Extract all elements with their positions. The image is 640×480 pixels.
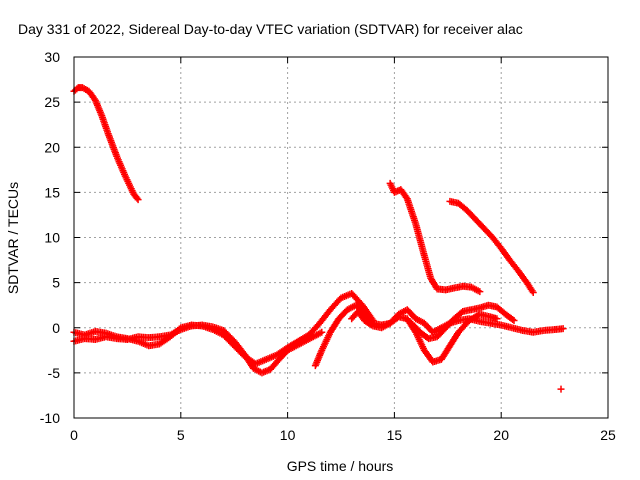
data-point-interp xyxy=(509,315,517,323)
data-point xyxy=(557,385,565,393)
x-tick-label: 5 xyxy=(177,427,185,443)
y-axis-label: SDTVAR / TECUs xyxy=(5,182,21,294)
y-tick-label: 5 xyxy=(52,275,60,291)
series-arc-h xyxy=(446,197,537,297)
data-point xyxy=(510,317,518,325)
y-tick-label: 25 xyxy=(44,94,60,110)
series-arc-c xyxy=(70,289,377,368)
x-tick-label: 25 xyxy=(600,427,616,443)
y-tick-label: 20 xyxy=(44,139,60,155)
y-tick-label: -5 xyxy=(48,365,61,381)
data-point-interp xyxy=(133,194,141,202)
series-arc-e xyxy=(348,308,501,366)
series-outlier xyxy=(557,385,565,393)
data-point-interp xyxy=(457,309,465,317)
data-point-interp xyxy=(368,321,376,329)
data-point xyxy=(529,289,537,297)
data-series xyxy=(70,84,567,393)
data-point xyxy=(134,196,142,204)
y-tick-label: 10 xyxy=(44,230,60,246)
data-point xyxy=(476,288,484,296)
y-tick-label: 30 xyxy=(44,49,60,65)
series-arc-f xyxy=(386,179,484,296)
grid-lines xyxy=(74,57,608,418)
axis-ticks: 0 5 10 15 20 25 -10 -5 0 5 10 15 20 25 30 xyxy=(40,49,616,443)
x-tick-label: 10 xyxy=(280,427,296,443)
y-tick-label: -10 xyxy=(40,410,60,426)
x-axis-label: GPS time / hours xyxy=(287,458,394,474)
chart-title: Day 331 of 2022, Sidereal Day-to-day VTE… xyxy=(18,21,523,37)
data-point xyxy=(559,325,567,333)
series-arc-a xyxy=(70,84,142,204)
x-tick-label: 20 xyxy=(493,427,509,443)
x-tick-label: 0 xyxy=(70,427,78,443)
y-tick-label: 15 xyxy=(44,184,60,200)
y-tick-label: 0 xyxy=(52,320,60,336)
series-arc-g xyxy=(407,301,518,343)
data-point xyxy=(493,315,501,323)
x-tick-label: 15 xyxy=(387,427,403,443)
data-point xyxy=(318,328,326,336)
